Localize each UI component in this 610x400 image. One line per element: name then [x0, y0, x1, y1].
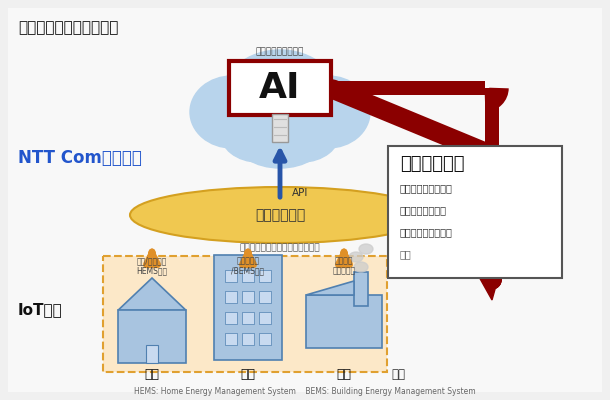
Text: ビル: ビル [240, 368, 256, 380]
Bar [259, 333, 271, 345]
Ellipse shape [190, 76, 274, 148]
Bar [242, 333, 254, 345]
Text: 工作機器: 工作機器 [335, 256, 353, 266]
Text: API: API [292, 188, 309, 198]
Text: 工場: 工場 [337, 368, 351, 380]
Text: 家電/健康機器: 家電/健康機器 [137, 256, 167, 266]
Polygon shape [306, 281, 354, 295]
Text: ・消費電力の最適化: ・消費電力の最適化 [400, 183, 453, 193]
Ellipse shape [220, 102, 296, 162]
Text: 【今後の活用イメージ】: 【今後の活用イメージ】 [18, 20, 118, 36]
Bar [259, 291, 271, 303]
Text: 複雑な関係性を学習: 複雑な関係性を学習 [256, 48, 304, 56]
Text: 膏大・多種・ノイズを含むデータ: 膏大・多種・ノイズを含むデータ [240, 244, 320, 252]
Ellipse shape [130, 187, 430, 243]
Bar [485, 88, 499, 278]
Polygon shape [118, 278, 186, 310]
Bar [354, 272, 368, 306]
FancyBboxPatch shape [229, 61, 331, 115]
FancyBboxPatch shape [8, 8, 602, 392]
Text: など: など [400, 249, 412, 259]
Bar [225, 333, 237, 345]
Text: AI: AI [259, 71, 301, 105]
Bar [242, 312, 254, 324]
Bar [225, 312, 237, 324]
Text: ネットワーク: ネットワーク [255, 208, 305, 222]
Bar [330, 81, 485, 95]
Ellipse shape [359, 244, 373, 254]
Polygon shape [478, 275, 499, 300]
Text: ・不良品の自動検知: ・不良品の自動検知 [400, 227, 453, 237]
Ellipse shape [220, 50, 340, 150]
Bar [118, 310, 186, 363]
Ellipse shape [234, 108, 326, 168]
Bar [272, 114, 288, 142]
Ellipse shape [349, 252, 363, 262]
FancyBboxPatch shape [388, 146, 562, 278]
Text: HEMS: Home Energy Management System    BEMS: Building Energy Management System: HEMS: Home Energy Management System BEMS… [134, 388, 476, 396]
Bar [259, 270, 271, 282]
Bar [225, 291, 237, 303]
FancyBboxPatch shape [103, 256, 387, 372]
Text: NTT Comクラウド: NTT Comクラウド [18, 149, 142, 167]
Text: /BEMSなど: /BEMSなど [231, 266, 265, 276]
Ellipse shape [286, 76, 370, 148]
Text: センサなど: センサなど [332, 266, 356, 276]
Text: HEMSなど: HEMSなど [137, 266, 168, 276]
Text: 高度な自動化: 高度な自動化 [400, 155, 464, 173]
Text: など: など [391, 368, 405, 380]
Text: 監視カメラ: 監視カメラ [237, 256, 260, 266]
Ellipse shape [354, 262, 368, 272]
Text: 住宅: 住宅 [145, 368, 159, 380]
Bar [225, 270, 237, 282]
Bar [242, 270, 254, 282]
Text: IoT機器: IoT機器 [18, 302, 63, 318]
Bar [259, 312, 271, 324]
Ellipse shape [264, 102, 340, 162]
Text: ・機器故障の予測: ・機器故障の予測 [400, 205, 447, 215]
Bar [306, 295, 382, 348]
Bar [242, 291, 254, 303]
Bar [214, 255, 282, 360]
Bar [146, 345, 158, 363]
